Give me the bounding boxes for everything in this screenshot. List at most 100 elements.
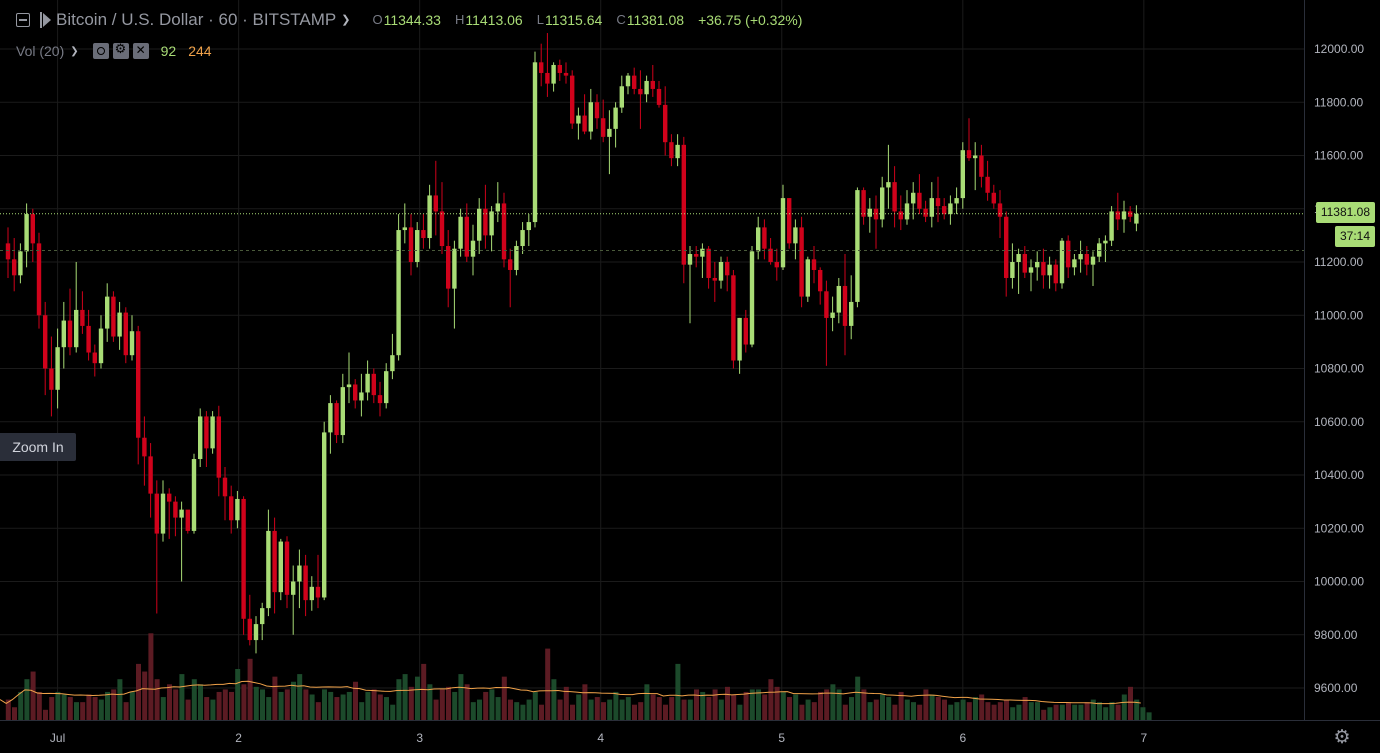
- volume-bar: [427, 684, 433, 720]
- chart-grid: [0, 0, 1304, 720]
- volume-bar: [408, 686, 414, 720]
- volume-bar: [334, 697, 340, 720]
- candle-body: [260, 608, 265, 625]
- candle-body: [1084, 254, 1089, 265]
- volume-bar: [1128, 686, 1133, 720]
- volume-bar: [390, 704, 396, 720]
- candle-body: [570, 75, 575, 124]
- volume-bar: [613, 691, 619, 720]
- chevron-down-icon[interactable]: ❯: [70, 45, 79, 57]
- volume-bar: [365, 691, 371, 720]
- volume-bar: [198, 684, 203, 720]
- candle-body: [1022, 254, 1027, 273]
- volume-bar: [619, 699, 625, 720]
- candle-body: [904, 203, 910, 220]
- volume-bar: [61, 694, 67, 720]
- volume-bar: [1022, 697, 1028, 720]
- volume-bar: [49, 697, 55, 720]
- chart-settings-gear-icon[interactable]: ⚙: [1333, 726, 1351, 748]
- collapse-legend-icon[interactable]: [16, 13, 30, 27]
- volume-bar: [917, 704, 923, 720]
- volume-bar: [446, 686, 451, 720]
- volume-bar: [340, 694, 346, 720]
- zoom-in-button[interactable]: Zoom In: [0, 433, 76, 461]
- close-icon[interactable]: [132, 43, 149, 59]
- volume-bar: [743, 691, 749, 720]
- candle-body: [61, 320, 66, 348]
- volume-bar: [1028, 702, 1034, 720]
- candle-body: [737, 317, 742, 361]
- candle-body: [477, 208, 482, 241]
- volume-study-label[interactable]: Vol (20): [16, 43, 65, 59]
- volume-bar: [1084, 702, 1090, 720]
- volume-bar: [1004, 699, 1009, 720]
- volume-bar: [278, 691, 284, 720]
- volume-bar: [1066, 702, 1071, 720]
- price-tick-label: 10600.00: [1314, 415, 1364, 429]
- volume-bar: [793, 694, 799, 720]
- volume-bar: [415, 676, 420, 720]
- candle-body: [700, 248, 705, 257]
- time-tick-label: 7: [1140, 731, 1147, 745]
- candle-body: [1059, 240, 1065, 284]
- volume-bar: [675, 663, 681, 720]
- candle-body: [105, 296, 110, 329]
- volume-bar: [5, 699, 11, 720]
- volume-bar: [272, 676, 278, 720]
- chevron-down-icon[interactable]: ❯: [341, 13, 351, 26]
- volume-bar: [756, 689, 761, 720]
- candle-body: [966, 150, 972, 159]
- candle-body: [842, 285, 848, 326]
- candle-body: [886, 182, 891, 188]
- eye-icon[interactable]: [92, 43, 109, 59]
- volume-bar: [98, 699, 104, 720]
- candle-body: [1134, 213, 1139, 224]
- price-axis[interactable]: 12000.0011800.0011600.0011400.0011200.00…: [1314, 42, 1364, 695]
- volume-bar: [142, 671, 148, 720]
- candle-body: [36, 243, 42, 316]
- volume-bar: [632, 704, 637, 720]
- time-axis[interactable]: Jul 2 3 4 5 6 7: [50, 731, 1148, 745]
- volume-bar: [346, 691, 352, 720]
- flag-icon[interactable]: [40, 12, 51, 28]
- high-key: H: [454, 12, 465, 27]
- volume-bar: [36, 691, 42, 720]
- candle-body: [1047, 264, 1052, 276]
- volume-bar: [247, 658, 253, 720]
- candle-body: [160, 493, 166, 534]
- volume-legend: Vol (20) ❯ 92 244: [0, 40, 212, 62]
- candle-body: [619, 86, 624, 108]
- candle-body: [340, 387, 345, 436]
- candle-body: [67, 320, 73, 348]
- volume-bar: [470, 702, 476, 720]
- volume-bar: [1041, 709, 1047, 720]
- volume-bar: [861, 689, 867, 720]
- candle-body: [439, 211, 445, 247]
- candle-body: [576, 115, 581, 124]
- volume-bar: [464, 684, 470, 720]
- candle-body: [731, 275, 736, 361]
- volume-bar: [904, 699, 910, 720]
- volume-bar: [92, 697, 98, 720]
- volume-bar: [1109, 702, 1115, 720]
- volume-bar: [160, 697, 166, 720]
- symbol-title[interactable]: Bitcoin / U.S. Dollar · 60 · BITSTAMP: [56, 10, 337, 29]
- candle-body: [749, 251, 755, 345]
- volume-bar: [588, 699, 594, 720]
- gear-icon[interactable]: [112, 42, 129, 59]
- candle-body: [756, 227, 761, 252]
- price-tick-label: 9800.00: [1314, 628, 1358, 642]
- symbol-legend: Bitcoin / U.S. Dollar · 60 · BITSTAMP ❯ …: [0, 9, 802, 31]
- ohlc-values: O 11344.33 H 11413.06 L 11315.64 C 11381.08 …: [372, 12, 802, 28]
- price-tick-label: 9600.00: [1314, 681, 1358, 695]
- volume-bar: [929, 694, 935, 720]
- candle-body: [123, 312, 128, 356]
- candle-body: [464, 216, 469, 257]
- volume-bar: [260, 689, 265, 720]
- volume-bar: [179, 674, 185, 720]
- volume-bar: [117, 679, 123, 720]
- candle-body: [805, 259, 810, 297]
- candle-body: [539, 62, 544, 73]
- volume-bar: [725, 686, 730, 720]
